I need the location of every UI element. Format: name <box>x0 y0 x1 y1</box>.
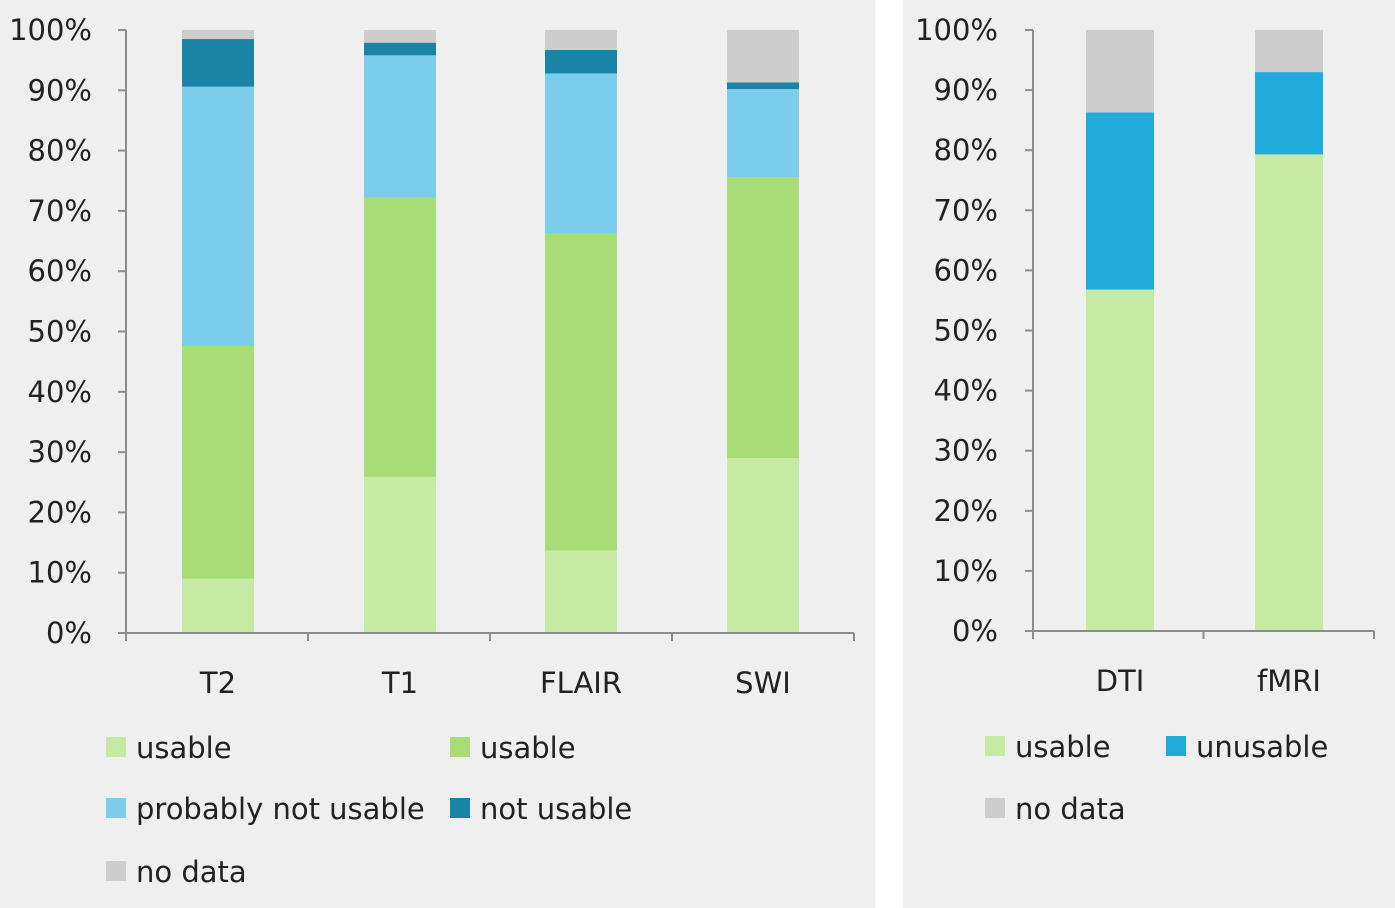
right-legend-swatch-no-data-2 <box>985 798 1005 818</box>
left-bar-t1-usable-1 <box>364 197 436 477</box>
left-bar-swi-usable-0 <box>727 458 799 633</box>
right-y-tick-label: 90% <box>934 73 998 107</box>
left-bar-t2-probably-not-usable-2 <box>182 86 254 346</box>
right-stacked-bar-chart: 0% 10% 20% 30% 40% 50% 60% 70% 80% 90% 100% DTI fMRI… <box>915 13 1375 826</box>
right-bar-dti-usable-0 <box>1086 289 1154 631</box>
left-y-tick-label: 0% <box>46 616 92 650</box>
left-bar-t2-usable-1 <box>182 345 254 579</box>
left-bar-t1-no-data-4 <box>364 30 436 43</box>
left-legend-swatch-usable-0 <box>106 737 126 757</box>
left-bar-t1-probably-not-usable-2 <box>364 55 436 198</box>
left-y-tick-label: 80% <box>28 134 92 168</box>
right-y-tick-label: 60% <box>934 253 998 287</box>
right-y-tick-label: 50% <box>934 314 998 348</box>
right-bar-fmri-no-data-2 <box>1255 30 1323 73</box>
left-y-tick-label: 10% <box>28 556 92 590</box>
left-y-tick-label: 50% <box>28 315 92 349</box>
left-bar-swi-usable-1 <box>727 177 799 459</box>
left-legend-label-no-data-4: no data <box>136 855 247 889</box>
left-category-label-swi: SWI <box>735 666 791 700</box>
right-legend-swatch-unusable-1 <box>1166 736 1186 756</box>
left-legend-swatch-no-data-4 <box>106 861 126 881</box>
left-legend-label-usable-0: usable <box>136 731 232 765</box>
left-y-tick-label: 20% <box>28 495 92 529</box>
right-legend-label-usable-0: usable <box>1015 730 1111 764</box>
right-y-tick-label: 20% <box>934 494 998 528</box>
left-legend-swatch-usable-1 <box>450 737 470 757</box>
left-y-tick-label: 100% <box>9 13 92 47</box>
left-y-tick-label: 90% <box>28 73 92 107</box>
left-bar-t2-no-data-4 <box>182 30 254 40</box>
left-y-tick-label: 60% <box>28 254 92 288</box>
left-legend-swatch-probably-not-usable-2 <box>106 798 126 818</box>
left-bar-t2-not-usable-3 <box>182 39 254 87</box>
left-category-label-t1: T1 <box>381 666 418 700</box>
left-bar-flair-usable-1 <box>545 233 617 551</box>
right-category-label-fmri: fMRI <box>1257 664 1321 698</box>
left-bar-flair-no-data-4 <box>545 30 617 50</box>
left-bar-t1-usable-0 <box>364 476 436 633</box>
left-bar-t2-usable-0 <box>182 578 254 633</box>
right-bar-dti-no-data-2 <box>1086 30 1154 113</box>
right-legend-label-no-data-2: no data <box>1015 792 1126 826</box>
left-bar-flair-not-usable-3 <box>545 49 617 74</box>
left-category-label-flair: FLAIR <box>540 666 622 700</box>
left-bar-swi-no-data-4 <box>727 30 799 83</box>
right-y-tick-label: 100% <box>915 13 998 47</box>
left-bar-swi-not-usable-3 <box>727 82 799 90</box>
left-bar-swi-probably-not-usable-2 <box>727 89 799 178</box>
right-y-tick-label: 80% <box>934 133 998 167</box>
right-chart-panel: 0% 10% 20% 30% 40% 50% 60% 70% 80% 90% 100% DTI fMRI… <box>903 0 1395 908</box>
left-bar-flair-probably-not-usable-2 <box>545 73 617 234</box>
right-bar-dti-unusable-1 <box>1086 112 1154 290</box>
left-bar-t1-not-usable-3 <box>364 42 436 56</box>
right-y-tick-label: 0% <box>952 614 998 648</box>
left-y-tick-label: 40% <box>28 375 92 409</box>
left-legend-swatch-not-usable-3 <box>450 798 470 818</box>
left-stacked-bar-chart: 0% 10% 20% 30% 40% 50% 60% 70% 80% 90% 100% T2 T1 FLA… <box>9 13 855 889</box>
right-bar-fmri-unusable-1 <box>1255 72 1323 155</box>
left-legend-label-probably-not-usable-2: probably not usable <box>136 792 425 826</box>
right-y-tick-label: 40% <box>934 374 998 408</box>
left-y-tick-label: 70% <box>28 194 92 228</box>
right-y-tick-label: 30% <box>934 434 998 468</box>
right-y-tick-label: 70% <box>934 193 998 227</box>
left-legend-label-usable-1: usable <box>480 731 576 765</box>
right-legend-label-unusable-1: unusable <box>1196 730 1328 764</box>
left-y-tick-label: 30% <box>28 435 92 469</box>
left-bar-flair-usable-0 <box>545 550 617 633</box>
left-category-label-t2: T2 <box>199 666 236 700</box>
right-legend-swatch-usable-0 <box>985 736 1005 756</box>
left-legend-label-not-usable-3: not usable <box>480 792 632 826</box>
right-category-label-dti: DTI <box>1096 664 1145 698</box>
right-bar-fmri-usable-0 <box>1255 154 1323 632</box>
left-chart-panel: 0% 10% 20% 30% 40% 50% 60% 70% 80% 90% 100% T2 T1 FLA… <box>0 0 875 908</box>
right-y-tick-label: 10% <box>934 554 998 588</box>
